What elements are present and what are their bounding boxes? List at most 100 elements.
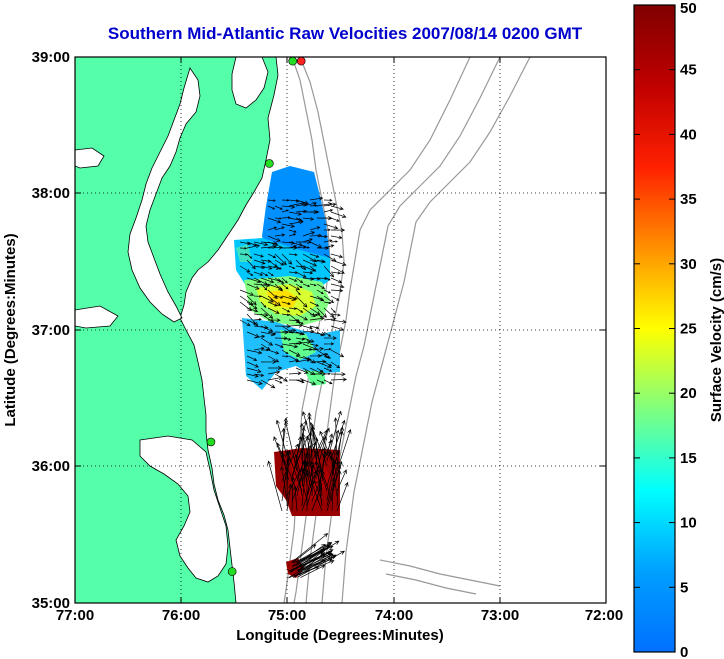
velocity-arrow [309,265,317,272]
velocity-arrow [323,239,333,243]
velocity-arrow [239,247,248,250]
velocity-arrow [321,470,333,502]
velocity-arrow [323,361,333,367]
station-markers [206,57,306,576]
velocity-arrow [295,283,303,289]
velocity-arrow [281,450,292,502]
velocity-arrow [333,417,338,462]
velocity-arrow [284,420,298,472]
x-tick-labels: 77:00 76:00 75:00 74:00 73:00 72:00 [56,607,623,624]
velocity-arrow [295,379,305,384]
velocity-arrow [330,265,345,274]
velocity-arrow [323,289,331,294]
velocity-arrow [267,217,282,224]
station-marker [227,567,237,576]
velocity-arrow [323,198,333,202]
velocity-arrow [288,371,302,376]
velocity-arrow [302,307,316,318]
velocity-arrow [246,259,256,270]
velocity-arrow [295,357,312,363]
velocity-arrow [330,325,345,331]
velocity-arrow [297,550,345,578]
velocity-arrow [267,307,280,314]
velocity-arrow [314,460,323,497]
velocity-arrow [323,223,339,230]
velocity-arrow [281,223,296,228]
velocity-arrow [246,271,254,276]
velocity-arrow [316,259,326,263]
colorbar-ticks: 0 5 10 15 20 25 30 35 40 45 50 [634,0,697,659]
velocity-arrow [299,422,304,462]
velocity-arrow [253,241,269,247]
velocity-arrow [246,295,257,306]
velocity-arrow [280,465,288,502]
velocity-arrow [336,481,349,512]
velocity-arrow [330,277,343,284]
colorbar-tick-label: 0 [680,644,688,659]
velocity-arrow [246,244,261,249]
velocity-arrow [295,289,301,296]
velocity-arrow [253,373,265,377]
velocity-arrow [267,226,278,231]
velocity-arrow [295,295,308,308]
velocity-arrow [295,331,305,336]
velocity-arrow [274,265,282,270]
velocity-arrow [253,312,269,318]
plot-area [75,57,606,603]
velocity-arrow [309,241,323,248]
velocity-arrow [323,202,337,207]
velocity-arrow [316,283,325,289]
velocity-vectors [239,196,352,579]
velocity-arrow [267,205,276,210]
velocity-arrow [302,271,314,275]
velocity-arrow [316,379,325,384]
colorbar: 0 5 10 15 20 25 30 35 40 45 50 Surface Velocity (c… [633,0,724,659]
velocity-arrow [330,217,340,222]
velocity-arrow [274,233,286,237]
velocity-arrow [302,367,316,375]
velocity-arrow [295,271,307,278]
velocity-arrow [286,483,293,512]
velocity-arrow [288,295,298,300]
velocity-arrow [288,220,304,225]
velocity-arrow [281,301,291,305]
velocity-arrow [323,355,332,359]
velocity-arrow [323,372,331,375]
velocity-arrow [302,259,318,267]
y-tick-label: 37:00 [32,322,70,339]
velocity-arrow [295,340,312,345]
velocity-arrow [331,450,340,477]
velocity-arrow [281,443,299,482]
velocity-arrow [281,209,289,213]
velocity-arrow [246,355,258,361]
velocity-arrow [316,367,324,373]
velocity-arrow [288,340,303,346]
velocity-arrow [260,325,274,332]
velocity-arrow [267,331,277,335]
velocity-arrow [315,468,323,507]
velocity-arrow [288,552,332,578]
velocity-arrow [274,253,287,266]
velocity-arrow [323,295,335,304]
velocity-arrow [288,307,297,310]
y-tick-label: 39:00 [32,49,70,66]
velocity-arrow [246,307,259,313]
velocity-arrow [274,295,284,299]
colorbar-tick-label: 5 [680,579,688,596]
colorbar-tick-label: 30 [680,256,697,273]
velocity-arrow [295,313,309,321]
velocity-arrow [330,235,343,240]
velocity-arrow [309,210,320,214]
x-tick-label: 72:00 [585,607,623,624]
velocity-arrow [288,245,298,249]
velocity-arrow [267,241,279,247]
velocity-arrow [305,436,313,477]
velocity-arrow [302,231,316,237]
y-axis-label: Latitude (Degrees:Minutes) [2,233,19,426]
velocity-arrow [309,301,320,307]
velocity-arrow [267,460,283,512]
velocity-arrow [302,337,315,343]
velocity-arrow [260,307,274,319]
velocity-arrow [274,379,283,384]
